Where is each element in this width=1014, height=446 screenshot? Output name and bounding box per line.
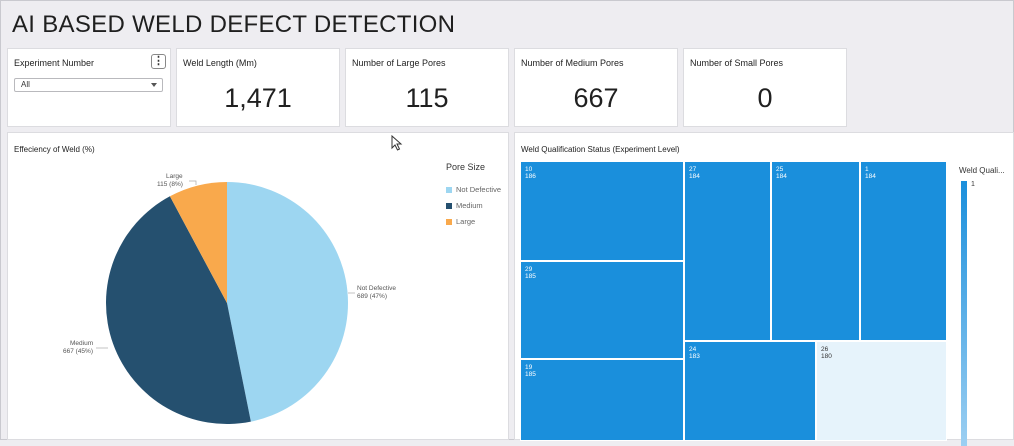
pie-label-large-detail: 115 (8%): [157, 181, 183, 188]
treemap-cell[interactable]: 1 184: [860, 161, 947, 341]
chevron-down-icon: [151, 83, 157, 87]
kpi-value: 1,471: [224, 83, 292, 113]
cell-id: 19: [525, 364, 533, 371]
pie-label-medium-name: Medium: [70, 340, 93, 347]
treemap-cell[interactable]: 26 180: [816, 341, 947, 441]
cell-value: 185: [525, 371, 536, 378]
legend-label: Not Defective: [456, 185, 502, 194]
more-vertical-icon[interactable]: ⋮: [151, 54, 166, 69]
legend-item-not-defective[interactable]: Not Defective: [446, 185, 501, 194]
kpi-label: Number of Small Pores: [690, 58, 784, 68]
treemap-cell[interactable]: 19 185: [520, 359, 684, 441]
treemap-cell[interactable]: 10 186: [520, 161, 684, 261]
experiment-number-dropdown[interactable]: All: [14, 78, 163, 92]
treemap-cell[interactable]: 29 185: [520, 261, 684, 359]
treemap-color-scale: [961, 181, 967, 446]
legend-label: Medium: [456, 201, 483, 210]
pie-chart-title: Effeciency of Weld (%): [14, 145, 95, 154]
cell-value: 185: [525, 273, 536, 280]
pie-slice-not-defective[interactable]: [227, 182, 348, 422]
treemap-card: Weld Qualification Status (Experiment Le…: [514, 132, 1014, 446]
cell-id: 25: [776, 166, 784, 173]
kpi-label: Weld Length (Mm): [183, 58, 257, 68]
pie-label-not-defective-detail: 689 (47%): [357, 293, 387, 300]
pie-label-medium-detail: 667 (45%): [63, 348, 93, 355]
mouse-cursor-icon: [391, 135, 403, 151]
kpi-value: 0: [757, 83, 773, 113]
kpi-weld-length: Weld Length (Mm) 1,471: [176, 48, 340, 127]
kpi-value: 115: [405, 83, 449, 113]
kpi-large-pores: Number of Large Pores 115: [345, 48, 509, 127]
dropdown-selected-value: All: [21, 80, 30, 89]
legend-swatch: [446, 219, 452, 225]
kpi-label: Number of Large Pores: [352, 58, 446, 68]
kpi-small-pores: Number of Small Pores 0: [683, 48, 847, 127]
dashboard-title: AI BASED WELD DEFECT DETECTION: [12, 11, 456, 38]
treemap-cell[interactable]: 27 184: [684, 161, 771, 341]
legend-label: Large: [456, 217, 476, 226]
cell-value: 184: [776, 173, 787, 180]
cell-id: 27: [689, 166, 697, 173]
cell-value: 184: [865, 173, 876, 180]
treemap-legend-value: 1: [971, 181, 975, 188]
kpi-value: 667: [573, 83, 619, 113]
filter-card: Experiment Number ⋮ All: [7, 48, 171, 127]
treemap-cell[interactable]: 25 184: [771, 161, 860, 341]
pie-slice-medium[interactable]: [106, 196, 251, 424]
cell-id: 26: [821, 346, 829, 353]
cell-value: 184: [689, 173, 700, 180]
pie-label-not-defective-name: Not Defective: [357, 285, 396, 292]
cell-id: 24: [689, 346, 697, 353]
cell-id: 1: [865, 166, 869, 173]
legend-swatch: [446, 203, 452, 209]
cell-value: 183: [689, 353, 700, 360]
treemap-title: Weld Qualification Status (Experiment Le…: [521, 145, 680, 154]
pie-chart[interactable]: Large 115 (8%) Not Defective 689 (47%) M…: [8, 133, 428, 439]
legend-item-large[interactable]: Large: [446, 217, 475, 226]
pie-label-large-name: Large: [166, 173, 183, 180]
legend-item-medium[interactable]: Medium: [446, 201, 483, 210]
filter-label: Experiment Number: [14, 58, 95, 68]
cell-id: 10: [525, 166, 533, 173]
pie-slice-large[interactable]: [169, 182, 227, 303]
cell-value: 180: [821, 353, 832, 360]
pie-legend-title: Pore Size: [446, 162, 486, 172]
kpi-medium-pores: Number of Medium Pores 667: [514, 48, 678, 127]
treemap-cell[interactable]: 24 183: [684, 341, 816, 441]
pie-chart-card: Effeciency of Weld (%) Large 115 (8%) No…: [7, 132, 509, 440]
kpi-label: Number of Medium Pores: [521, 58, 624, 68]
treemap-legend-title: Weld Quali...: [959, 166, 1005, 175]
cell-value: 186: [525, 173, 536, 180]
legend-swatch: [446, 187, 452, 193]
leader-line-large: [189, 180, 197, 185]
cell-id: 29: [525, 266, 533, 273]
